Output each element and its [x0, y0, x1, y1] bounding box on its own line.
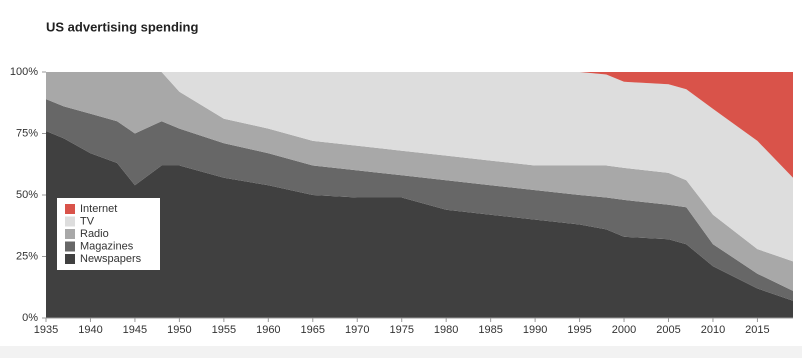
legend-label: Newspapers — [80, 253, 142, 265]
legend-label: Magazines — [80, 240, 134, 252]
x-tick-label: 1975 — [389, 324, 413, 336]
legend-label: Internet — [80, 203, 117, 215]
x-tick-label: 2005 — [656, 324, 680, 336]
x-tick-label: 1960 — [256, 324, 280, 336]
y-tick-label: 100% — [10, 66, 38, 78]
legend-swatch — [65, 241, 75, 252]
x-tick-label: 1955 — [212, 324, 236, 336]
x-tick-label: 1940 — [78, 324, 102, 336]
x-tick-label: 1950 — [167, 324, 191, 336]
x-tick-label: 1935 — [34, 324, 58, 336]
y-tick-label: 50% — [16, 189, 38, 201]
x-tick-label: 2015 — [745, 324, 769, 336]
area — [46, 131, 793, 318]
area — [46, 99, 793, 301]
x-tick-label: 1995 — [567, 324, 591, 336]
legend-swatch — [65, 254, 75, 264]
legend-swatch — [65, 216, 75, 227]
y-tick-label: 75% — [16, 127, 38, 139]
x-tick-label: 2010 — [701, 324, 725, 336]
area — [46, 72, 793, 178]
area — [46, 72, 793, 262]
legend-swatch — [65, 229, 75, 239]
x-tick-label: 1945 — [123, 324, 147, 336]
x-tick-label: 1965 — [301, 324, 325, 336]
x-tick-label: 1990 — [523, 324, 547, 336]
x-tick-label: 1985 — [478, 324, 502, 336]
x-tick-label: 1970 — [345, 324, 369, 336]
chart-title: US advertising spending — [46, 19, 198, 34]
legend-label: Radio — [80, 228, 109, 240]
footer-band — [0, 346, 802, 358]
legend-swatch — [65, 204, 75, 214]
legend-label: TV — [80, 215, 95, 227]
x-tick-label: 1980 — [434, 324, 458, 336]
area — [46, 72, 793, 291]
y-tick-label: 25% — [16, 250, 38, 262]
x-tick-label: 2000 — [612, 324, 636, 336]
y-tick-label: 0% — [22, 312, 38, 324]
